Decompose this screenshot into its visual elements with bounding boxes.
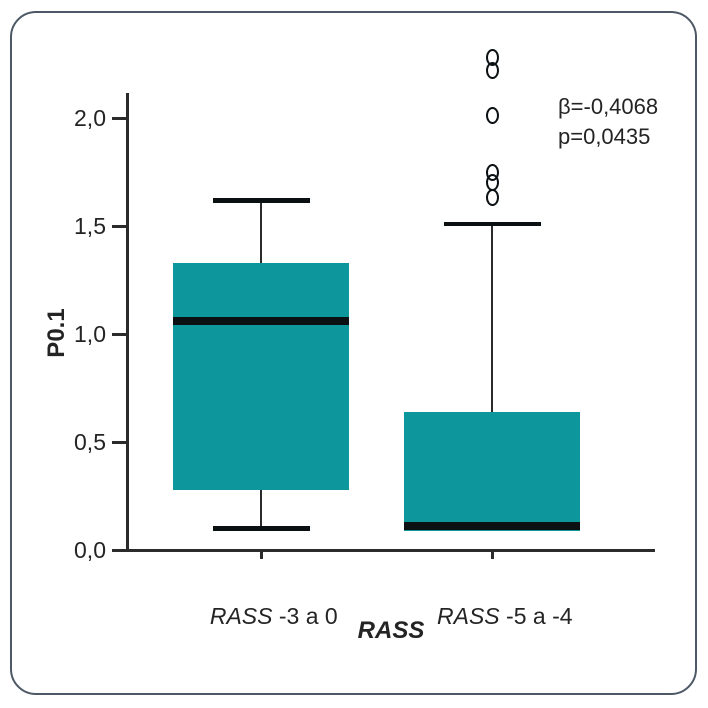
category-label-rest: -5 a -4 — [499, 603, 573, 629]
category-label-rest: -3 a 0 — [272, 603, 338, 629]
y-tick — [112, 549, 127, 552]
outlier-circle — [485, 49, 499, 67]
p-value: p=0,0435 — [558, 124, 651, 149]
outlier-circle — [485, 189, 499, 207]
category-label-italic: RASS — [437, 603, 500, 629]
y-tick-label: 1,5 — [74, 213, 106, 239]
y-tick — [112, 333, 127, 336]
box-rect — [404, 411, 580, 531]
y-tick-label: 0,5 — [74, 429, 106, 455]
whisker-cap — [443, 221, 541, 227]
y-axis-line — [126, 93, 129, 552]
stats-annotation: β=-0,4068 p=0,0435 — [558, 92, 658, 152]
category-label-rass-5-4: RASS -5 a -4 — [380, 571, 604, 629]
y-tick-label: 2,0 — [74, 105, 106, 131]
box-rect — [173, 262, 349, 490]
whisker-line — [260, 489, 262, 529]
category-label-rass-3-0: RASS -3 a 0 — [149, 571, 373, 629]
outlier-circle — [485, 163, 499, 181]
whisker-cap — [212, 525, 310, 531]
y-tick — [112, 441, 127, 444]
figure-border — [10, 11, 697, 695]
whisker-cap — [212, 198, 310, 203]
x-tick — [260, 551, 263, 559]
y-axis-title: P0.1 — [43, 308, 70, 358]
whisker-line — [260, 200, 262, 263]
beta-value: β=-0,4068 — [558, 94, 659, 119]
y-tick — [112, 117, 127, 120]
x-axis-line — [113, 549, 655, 552]
category-label-italic: RASS — [209, 603, 273, 629]
x-axis-title: RASS — [357, 617, 425, 644]
median-line — [173, 317, 349, 326]
x-tick — [491, 551, 494, 559]
y-tick-label: 1,0 — [74, 321, 106, 347]
median-line — [404, 522, 580, 531]
whisker-line — [491, 223, 493, 412]
y-tick-label: 0,0 — [74, 537, 106, 563]
outlier-circle — [485, 107, 499, 125]
y-tick — [112, 225, 127, 228]
